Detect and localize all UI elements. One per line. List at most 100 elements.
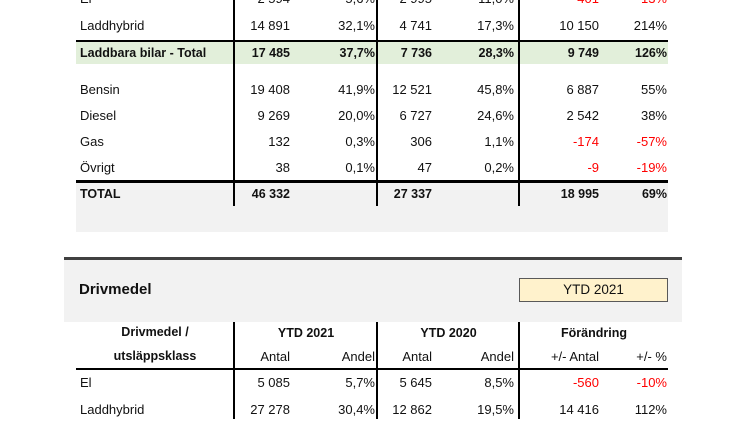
row-label: TOTAL xyxy=(80,187,121,201)
row-label: Laddbara bilar - Total xyxy=(80,46,207,60)
cell-antal-2020: 6 727 xyxy=(399,108,432,123)
cell-andel-2020: 17,3% xyxy=(477,18,514,33)
cell-andel-2020: 24,6% xyxy=(477,108,514,123)
cell-antal-2021: 38 xyxy=(275,160,290,175)
row-label: Bensin xyxy=(80,82,120,97)
cell-antal-2021: 9 269 xyxy=(257,108,290,123)
cell-antal-2020: 7 736 xyxy=(400,46,432,60)
cell-change-pct: -19% xyxy=(636,160,667,175)
cell-change-pct: 126% xyxy=(635,46,667,60)
cell-andel-2020: 19,5% xyxy=(477,402,514,417)
cell-antal-2020: 12 521 xyxy=(392,82,432,97)
cell-change-pct: 38% xyxy=(640,108,667,123)
cell-change-pct: 214% xyxy=(633,18,667,33)
cell-andel-2021: 41,9% xyxy=(338,82,375,97)
header-group-change: Förändring xyxy=(561,326,627,340)
row-label: Övrigt xyxy=(80,160,115,175)
header-change-antal: +/- Antal xyxy=(550,349,599,364)
total-area-bg xyxy=(76,183,668,232)
cell-andel-2021: 30,4% xyxy=(338,402,375,417)
table-row: El 5 085 5,7% 5 645 8,5% -560 -10% xyxy=(76,370,668,396)
table-row: Bensin 19 408 41,9% 12 521 45,8% 6 887 55% xyxy=(76,77,668,103)
row-label: El xyxy=(80,0,92,12)
cell-antal-2020: 5 645 xyxy=(399,375,432,390)
cell-andel-2021: 37,7% xyxy=(339,46,375,60)
table-row: Laddhybrid 27 278 30,4% 12 862 19,5% 14 416 11… xyxy=(76,397,668,423)
cell-change-antal: -560 xyxy=(572,375,599,390)
cell-andel-2020: 11,0% xyxy=(478,0,514,12)
column-divider xyxy=(376,0,378,206)
cell-antal-2021: 27 278 xyxy=(250,402,290,417)
cell-antal-2021: 14 891 xyxy=(250,18,290,33)
header-label-line2: utsläppsklass xyxy=(113,349,197,363)
section-title: Drivmedel xyxy=(79,281,152,298)
section-top-border xyxy=(64,257,682,260)
column-divider xyxy=(518,322,520,419)
header-change-pct: +/- % xyxy=(636,349,667,364)
cell-change-antal: -174 xyxy=(572,134,599,149)
cell-change-pct: 55% xyxy=(640,82,667,97)
row-label: Laddhybrid xyxy=(80,402,145,417)
cell-change-pct: 69% xyxy=(641,187,667,201)
header-group-ytd2021: YTD 2021 xyxy=(277,326,335,340)
cell-andel-2020: 1,1% xyxy=(484,134,514,149)
header-label-line1: Drivmedel / xyxy=(121,325,189,339)
column-divider xyxy=(233,322,235,419)
table-row: Laddhybrid 14 891 32,1% 4 741 17,3% 10 150 214… xyxy=(76,13,668,39)
cell-antal-2020: 27 337 xyxy=(393,187,432,201)
cell-antal-2021: 5 085 xyxy=(257,375,290,390)
cell-antal-2020: 47 xyxy=(417,160,432,175)
cell-antal-2020: 2 995 xyxy=(399,0,432,12)
cell-change-antal: -401 xyxy=(573,0,599,12)
cell-change-pct: 112% xyxy=(634,402,667,417)
column-divider xyxy=(233,0,235,206)
row-label: El xyxy=(80,375,92,390)
row-label: Gas xyxy=(80,134,104,149)
row-label: Laddhybrid xyxy=(80,18,145,33)
table-row: Övrigt 38 0,1% 47 0,2% -9 -19% xyxy=(76,155,668,181)
period-selector[interactable]: YTD 2021 xyxy=(519,278,668,302)
cell-change-antal: 10 150 xyxy=(559,18,599,33)
cell-andel-2021: 20,0% xyxy=(338,108,375,123)
table-row: Diesel 9 269 20,0% 6 727 24,6% 2 542 38% xyxy=(76,103,668,129)
header-andel-2020: Andel xyxy=(480,349,514,364)
cell-antal-2021: 132 xyxy=(268,134,290,149)
cell-andel-2020: 0,2% xyxy=(484,160,514,175)
header-andel-2021: Andel xyxy=(341,349,375,364)
cell-change-antal: 9 749 xyxy=(567,46,599,60)
column-divider xyxy=(376,322,378,419)
cell-change-pct: -10% xyxy=(636,375,667,390)
header-antal-2020: Antal xyxy=(402,349,432,364)
header-antal-2021: Antal xyxy=(260,349,290,364)
table-row: El 2 594 5,6% 2 995 11,0% -401 -13% xyxy=(76,0,668,12)
total-divider xyxy=(76,180,668,183)
cell-change-antal: 6 887 xyxy=(566,82,599,97)
cell-antal-2021: 19 408 xyxy=(250,82,290,97)
cell-andel-2021: 5,6% xyxy=(345,0,375,12)
subtotal-row: Laddbara bilar - Total 17 485 37,7% 7 736 28… xyxy=(76,40,668,66)
row-label: Diesel xyxy=(80,108,117,123)
cell-change-antal: 14 416 xyxy=(559,402,599,417)
cell-change-antal: -9 xyxy=(587,160,599,175)
cell-antal-2020: 306 xyxy=(410,134,432,149)
column-divider xyxy=(518,0,520,206)
cell-andel-2021: 5,7% xyxy=(345,375,375,390)
cell-andel-2021: 0,3% xyxy=(345,134,375,149)
cell-andel-2021: 0,1% xyxy=(345,160,375,175)
cell-change-pct: -57% xyxy=(636,134,667,149)
table-row: Gas 132 0,3% 306 1,1% -174 -57% xyxy=(76,129,668,155)
cell-andel-2020: 28,3% xyxy=(478,46,514,60)
cell-andel-2020: 45,8% xyxy=(477,82,514,97)
subtotal-divider xyxy=(76,40,668,42)
cell-andel-2020: 8,5% xyxy=(484,375,514,390)
header-group-ytd2020: YTD 2020 xyxy=(420,326,477,340)
subtotal-row-bg xyxy=(76,42,668,64)
cell-antal-2021: 17 485 xyxy=(251,46,290,60)
cell-antal-2020: 12 862 xyxy=(392,402,432,417)
header-divider xyxy=(76,368,668,370)
total-row: TOTAL 46 332 27 337 18 995 69% xyxy=(76,181,668,207)
cell-change-antal: 2 542 xyxy=(566,108,599,123)
cell-antal-2020: 4 741 xyxy=(399,18,432,33)
cell-antal-2021: 46 332 xyxy=(251,187,290,201)
cell-andel-2021: 32,1% xyxy=(338,18,375,33)
